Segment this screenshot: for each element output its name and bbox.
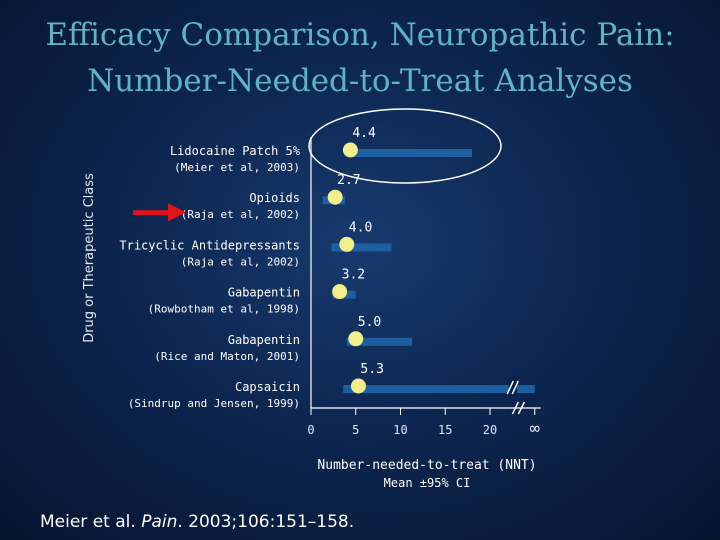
x-tick-label: ∞	[530, 419, 540, 439]
nnt-point	[348, 331, 364, 347]
nnt-point	[332, 284, 348, 300]
ci-bar	[331, 243, 392, 252]
x-tick-label: 20	[483, 423, 497, 437]
x-tick-label: 15	[438, 423, 452, 437]
x-tick-label: 5	[352, 423, 359, 437]
x-axis-subtitle: Mean ±95% CI	[384, 476, 471, 490]
title-line-2: Number-Needed-to-Treat Analyses	[87, 63, 633, 99]
category-source: (Raja et al, 2002)	[181, 255, 300, 268]
nnt-point	[327, 189, 343, 205]
ci-break-mark	[506, 380, 514, 395]
y-axis-title: Drug or Therapeutic Class	[82, 173, 97, 343]
category-label: Gabapentin	[228, 333, 300, 347]
title-line-1: Efficacy Comparison, Neuropathic Pain:	[45, 17, 675, 53]
category-source: (Meier et al, 2003)	[174, 161, 300, 174]
ci-bar	[348, 149, 473, 157]
citation: Meier et al. Pain. 2003;106:151–158.	[40, 512, 354, 532]
category-label: Capsaicin	[235, 380, 300, 394]
category-source: (Raja et al, 2002)	[181, 208, 300, 221]
nnt-point	[342, 142, 358, 158]
citation-prefix: Meier et al.	[40, 512, 142, 532]
category-source: (Sindrup and Jensen, 1999)	[128, 397, 300, 410]
nnt-value-label: 5.3	[360, 362, 383, 377]
category-label: Tricyclic Antidepressants	[119, 238, 300, 252]
nnt-value-label: 3.2	[342, 268, 365, 283]
citation-journal: Pain	[141, 512, 178, 532]
category-source: (Rowbotham et al, 1998)	[148, 303, 300, 316]
nnt-value-label: 4.0	[349, 220, 372, 235]
ci-bar	[343, 385, 535, 393]
category-label: Opioids	[249, 191, 300, 205]
axis-break-mark	[511, 401, 520, 415]
ci-break-mark	[511, 380, 519, 395]
slide-title: Efficacy Comparison, Neuropathic Pain: N…	[0, 12, 720, 104]
nnt-point	[350, 378, 366, 394]
x-axis-title: Number-needed-to-treat (NNT)	[317, 458, 536, 473]
axis-break-mark	[517, 401, 526, 415]
nnt-point	[339, 236, 355, 252]
citation-suffix: . 2003;106:151–158.	[177, 512, 355, 532]
category-label: Lidocaine Patch 5%	[170, 144, 301, 158]
arrow-shaft	[133, 210, 170, 216]
nnt-value-label: 4.4	[352, 126, 376, 141]
arrow-head	[168, 203, 186, 222]
highlight-ellipse	[308, 108, 502, 184]
category-label: Gabapentin	[228, 286, 300, 300]
nnt-value-label: 5.0	[358, 315, 381, 330]
ci-bar	[346, 337, 413, 346]
category-source: (Rice and Maton, 2001)	[154, 350, 300, 363]
x-tick-label: 10	[393, 423, 407, 437]
x-tick-label: 0	[307, 423, 314, 437]
ci-break-gap	[508, 380, 517, 396]
